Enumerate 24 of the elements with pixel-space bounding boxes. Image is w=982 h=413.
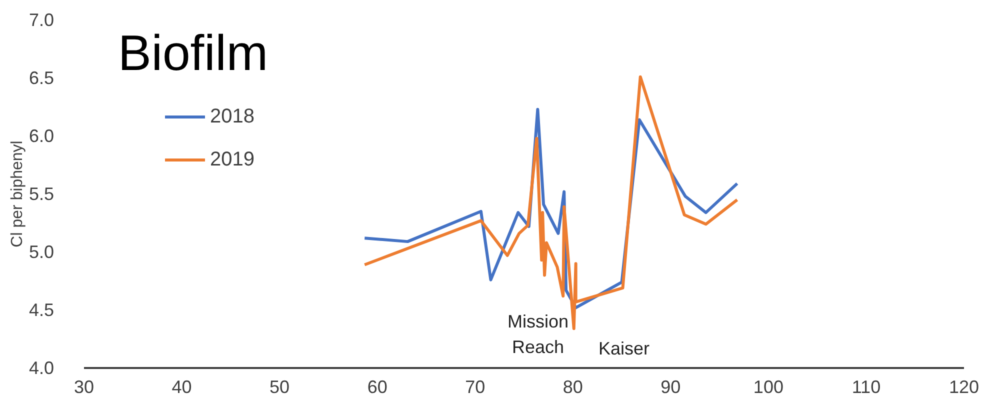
y-tick-label: 5.5 [28, 184, 54, 204]
x-tick-label: 70 [465, 376, 486, 397]
x-tick-label: 80 [562, 376, 583, 397]
x-tick-label: 110 [852, 376, 881, 397]
y-tick-label: 7.0 [28, 10, 54, 30]
x-tick-label: 30 [74, 376, 94, 397]
x-tick-label: 90 [660, 376, 681, 397]
y-tick-label: 6.0 [28, 126, 54, 146]
y-tick-label: 4.5 [28, 300, 54, 320]
annotation: Kaiser [598, 338, 650, 358]
x-tick-label: 40 [172, 376, 192, 397]
y-tick-label: 6.5 [28, 68, 54, 88]
legend-label: 2019 [210, 148, 254, 170]
line-series [363, 75, 739, 330]
y-tick-label: 4.0 [28, 358, 54, 378]
x-tick-label: 60 [367, 376, 388, 397]
annotation: Mission Reach [507, 312, 569, 357]
x-tick-label: 50 [270, 376, 290, 397]
chart-title: Biofilm [118, 25, 268, 81]
x-tick-label: 100 [753, 376, 784, 397]
y-tick-label: 5.0 [28, 242, 54, 262]
y-axis-title: Cl per biphenyl [9, 140, 26, 248]
legend-label: 2018 [210, 105, 254, 128]
x-tick-label: 120 [948, 376, 980, 397]
